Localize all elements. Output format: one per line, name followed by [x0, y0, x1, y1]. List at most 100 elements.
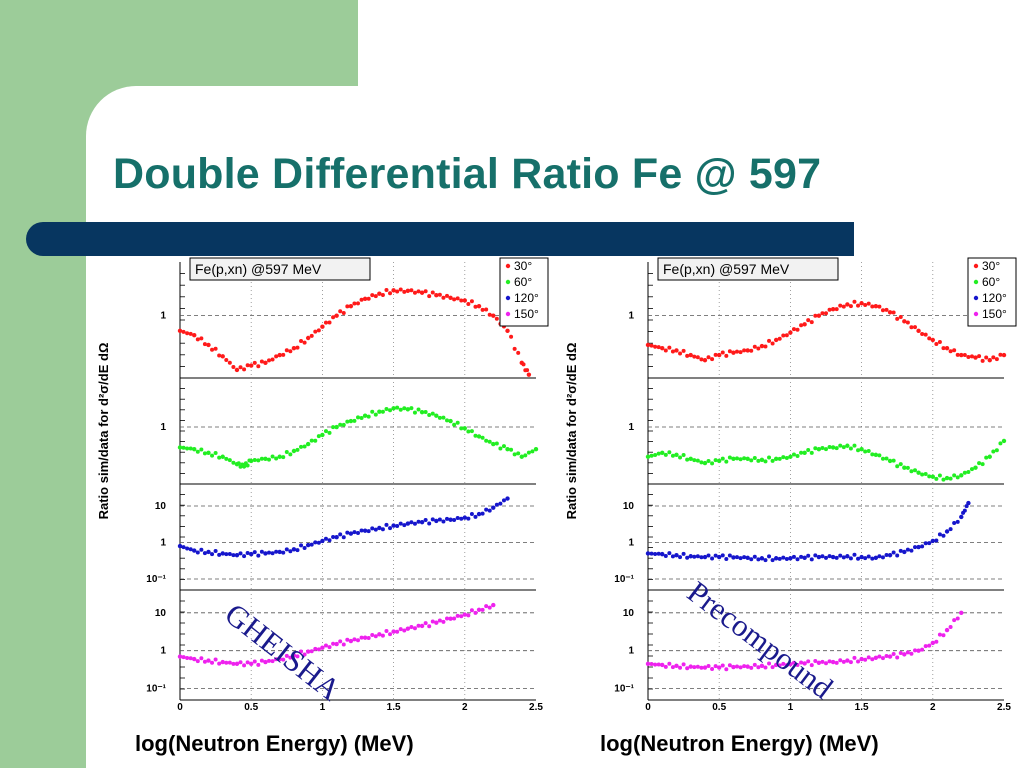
xtick-label: 1.5 — [855, 702, 869, 713]
series-150-point — [720, 663, 725, 668]
series-150-point — [927, 643, 932, 648]
series-60-point — [749, 458, 754, 463]
series-150-point — [692, 665, 697, 670]
series-60-point — [348, 418, 354, 424]
series-30-point — [873, 303, 879, 309]
series-30-point — [845, 302, 850, 307]
series-120-point — [217, 552, 222, 557]
series-60-point — [909, 469, 914, 474]
series-30-point — [784, 333, 789, 338]
xtick-label: 2.5 — [997, 702, 1011, 713]
series-60-point — [791, 452, 796, 457]
series-150-point — [653, 662, 658, 667]
series-120-point — [927, 541, 932, 546]
series-150-point — [249, 661, 254, 667]
series-60-point — [713, 458, 718, 463]
series-150-point — [267, 658, 271, 663]
series-150-point — [320, 645, 325, 650]
series-30-point — [920, 331, 925, 336]
series-30-point — [706, 355, 711, 360]
series-60-point — [649, 453, 654, 458]
series-30-point — [916, 328, 921, 334]
series-30-point — [987, 357, 992, 363]
series-60-point — [505, 447, 510, 452]
series-60-point — [373, 412, 378, 417]
series-60-point — [270, 454, 275, 459]
series-30-point — [316, 328, 321, 333]
series-120-point — [727, 553, 732, 558]
series-30-point — [966, 354, 971, 359]
series-120-point — [685, 555, 690, 560]
series-120-point — [402, 523, 407, 528]
series-120-point — [770, 558, 775, 563]
series-150-point — [231, 661, 236, 666]
series-150-point — [362, 635, 368, 640]
series-30-point — [224, 358, 229, 363]
series-120-point — [841, 555, 846, 560]
series-60-point — [809, 450, 814, 455]
ytick-label: 1 — [628, 311, 634, 322]
series-60-point — [391, 406, 396, 411]
series-120-point — [252, 550, 257, 555]
series-150-point — [852, 655, 857, 660]
series-120-point — [384, 522, 389, 527]
series-60-point — [305, 441, 311, 447]
series-120-point — [445, 516, 449, 521]
series-120-point — [277, 549, 282, 555]
series-60-point — [195, 449, 200, 454]
series-60-point — [509, 447, 514, 452]
series-120-point — [462, 515, 467, 520]
series-30-point — [195, 337, 200, 342]
series-30-point — [678, 351, 683, 356]
series-120-point — [409, 520, 414, 525]
series-60-point — [987, 454, 992, 459]
series-60-point — [526, 450, 531, 455]
series-150-point — [380, 633, 385, 638]
xtick-label: 2 — [930, 702, 936, 713]
series-150-point — [210, 660, 215, 665]
series-150-point — [806, 659, 811, 664]
series-150-point — [645, 661, 651, 667]
xtick-label: 1 — [320, 702, 326, 713]
series-60-point — [427, 413, 432, 418]
series-120-point — [388, 526, 393, 531]
series-60-point — [316, 434, 321, 439]
series-120-point — [863, 556, 868, 561]
series-30-point — [770, 341, 775, 346]
series-30-point — [649, 343, 654, 348]
series-30-point — [395, 289, 400, 294]
series-60-point — [455, 420, 460, 425]
series-150-point — [781, 661, 786, 666]
series-30-point — [462, 298, 467, 303]
series-30-point — [366, 296, 371, 301]
series-30-point — [377, 291, 382, 296]
series-60-point — [217, 455, 222, 460]
series-30-point — [299, 339, 304, 344]
legend-marker — [505, 295, 511, 301]
series-120-point — [377, 525, 382, 531]
series-120-point — [323, 536, 328, 541]
series-120-point — [331, 535, 336, 540]
series-150-point — [717, 665, 722, 670]
series-150-point — [880, 656, 885, 661]
series-60-point — [281, 455, 286, 460]
series-30-point — [809, 320, 814, 325]
series-150-point — [920, 647, 925, 652]
legend-marker — [505, 311, 511, 317]
series-30-point — [473, 304, 478, 309]
series-60-point — [998, 441, 1003, 446]
series-30-point — [412, 290, 417, 295]
series-30-point — [356, 301, 360, 306]
series-60-point — [473, 433, 478, 438]
series-120-point — [795, 557, 800, 562]
series-150-point — [756, 665, 761, 670]
series-30-point — [802, 322, 807, 327]
series-60-point — [459, 426, 464, 431]
series-150-point — [434, 620, 439, 625]
series-120-point — [717, 554, 722, 560]
series-120-point — [859, 554, 864, 560]
series-30-point — [870, 304, 875, 309]
series-150-point — [405, 626, 411, 631]
series-30-point — [660, 345, 665, 351]
series-60-point — [498, 446, 503, 451]
